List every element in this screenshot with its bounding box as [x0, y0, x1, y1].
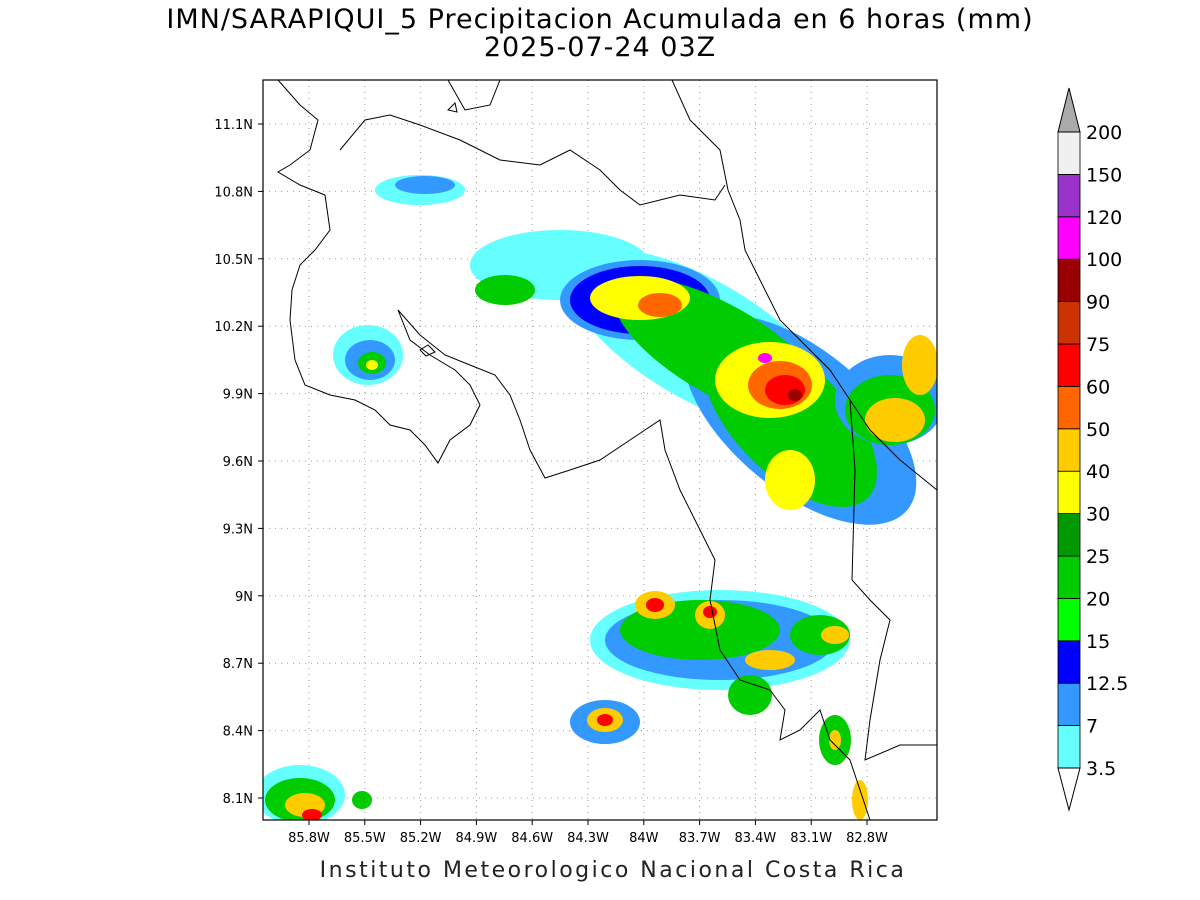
precipitation-field	[263, 175, 937, 820]
colorbar-label: 3.5	[1086, 758, 1116, 780]
lat-label: 10.8N	[214, 185, 253, 200]
rain-cluster	[263, 590, 868, 820]
map-title: IMN/SARAPIQUI_5 Precipitacion Acumulada …	[166, 4, 1033, 35]
colorbar-band	[1057, 131, 1081, 175]
colorbar-band	[1057, 428, 1081, 472]
lon-label: 84.3W	[567, 831, 609, 846]
colorbar-label: 12.5	[1086, 673, 1128, 695]
colorbar: 3.5 7 12.5 15 20 25 30 40 50 60 75 90 100 120 150 200	[1057, 87, 1128, 812]
lat-label: 10.5N	[214, 253, 253, 268]
colorbar-band	[1057, 343, 1081, 387]
lon-label: 83.1W	[790, 831, 832, 846]
rain-cluster	[333, 175, 465, 385]
colorbar-label: 20	[1086, 588, 1110, 610]
colorbar-band	[1057, 725, 1081, 769]
colorbar-label: 30	[1086, 504, 1110, 526]
coastlines	[277, 80, 937, 820]
colorbar-label: 15	[1086, 631, 1110, 653]
colorbar-band	[1057, 258, 1081, 303]
colorbar-label: 75	[1086, 334, 1110, 356]
lat-label: 11.1N	[214, 118, 253, 133]
lon-label: 83.4W	[734, 831, 776, 846]
lat-label: 8.4N	[223, 725, 253, 740]
colorbar-label: 60	[1086, 376, 1110, 398]
lon-label: 84W	[629, 831, 659, 846]
colorbar-band	[1057, 555, 1081, 599]
colorbar-label: 100	[1086, 249, 1122, 271]
colorbar-label: 120	[1086, 207, 1122, 229]
colorbar-label: 50	[1086, 419, 1110, 441]
lon-label: 85.8W	[288, 831, 330, 846]
colorbar-label: 25	[1086, 546, 1110, 568]
colorbar-label: 40	[1086, 461, 1110, 483]
colorbar-label: 200	[1086, 122, 1122, 144]
map-subtitle: 2025-07-24 03Z	[484, 32, 716, 63]
lat-label: 10.2N	[214, 320, 253, 335]
lat-label: 9.6N	[223, 455, 253, 470]
colorbar-over	[1057, 87, 1081, 133]
lon-label: 84.9W	[455, 831, 497, 846]
footer: Instituto Meteorologico Nacional Costa R…	[320, 858, 907, 883]
lon-label: 83.7W	[679, 831, 721, 846]
lat-label: 9N	[235, 590, 253, 605]
lon-label: 85.5W	[344, 831, 386, 846]
lon-label: 85.2W	[400, 831, 442, 846]
colorbar-band	[1057, 513, 1081, 557]
colorbar-band	[1057, 640, 1081, 684]
colorbar-band	[1057, 301, 1081, 345]
lon-label: 82.8W	[846, 831, 888, 846]
colorbar-band	[1057, 470, 1081, 515]
axis-labels: 11.1N 10.8N 10.5N 10.2N 9.9N 9.6N 9.3N 9N 8.7N 8.…	[214, 118, 888, 846]
lat-label: 9.3N	[223, 522, 253, 537]
map-frame	[262, 79, 938, 821]
rain-cluster	[470, 230, 937, 525]
colorbar-band	[1057, 598, 1081, 642]
lat-label: 8.7N	[223, 657, 253, 672]
lat-label: 9.9N	[223, 388, 253, 403]
lon-label: 84.6W	[511, 831, 553, 846]
colorbar-band	[1057, 173, 1081, 218]
colorbar-label: 7	[1086, 716, 1098, 738]
colorbar-under	[1057, 767, 1081, 812]
colorbar-band	[1057, 682, 1081, 727]
colorbar-band	[1057, 385, 1081, 430]
colorbar-label: 90	[1086, 292, 1110, 314]
colorbar-band	[1057, 216, 1081, 260]
colorbar-label: 150	[1086, 164, 1122, 186]
lat-label: 8.1N	[223, 792, 253, 807]
